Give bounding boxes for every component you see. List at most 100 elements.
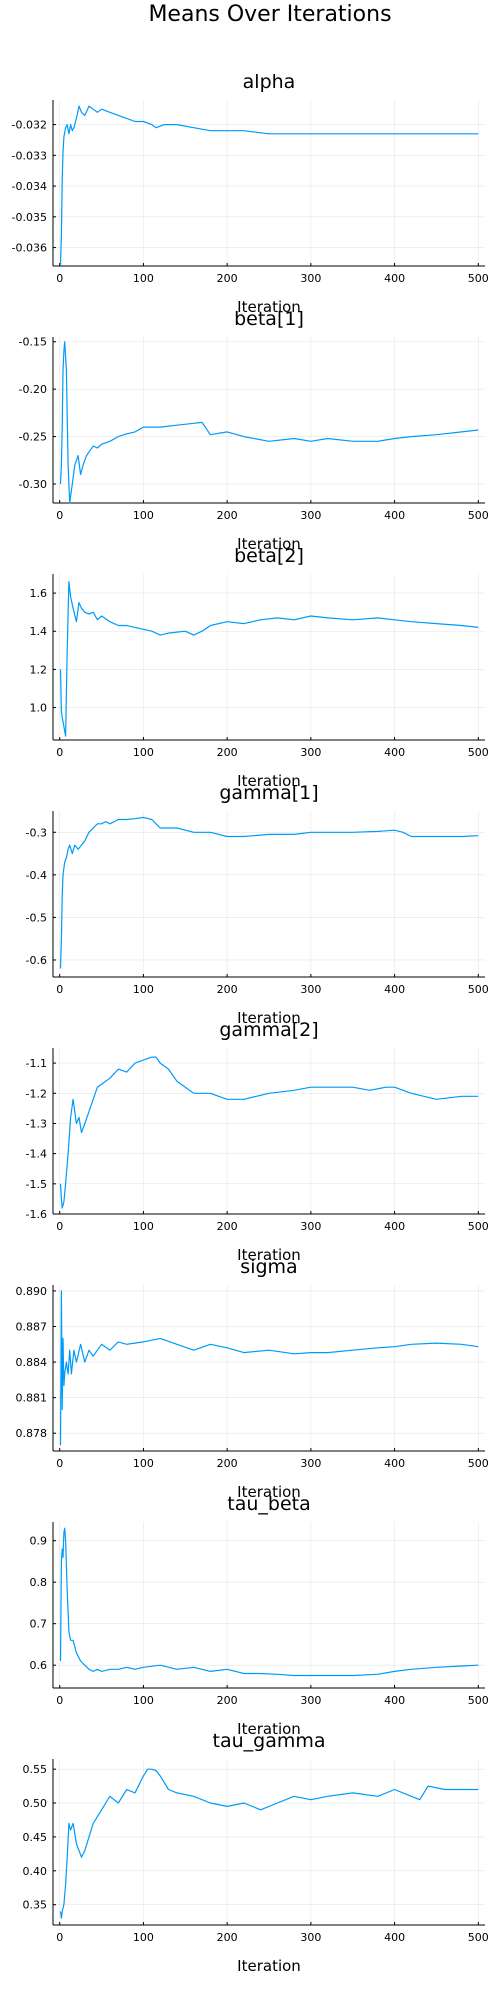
- y-tick-label: -0.034: [12, 180, 47, 193]
- y-tick-label: 0.6: [30, 1659, 48, 1672]
- y-tick-label: 0.55: [23, 1763, 48, 1776]
- x-axis-label: Iteration: [237, 1246, 301, 1264]
- y-tick-label: -1.3: [26, 1117, 47, 1130]
- y-tick-label: -0.036: [12, 242, 47, 255]
- y-tick-label: -0.032: [12, 119, 47, 132]
- y-tick-label: -0.033: [12, 149, 47, 162]
- x-tick-label: 300: [300, 1694, 321, 1707]
- x-tick-label: 300: [300, 272, 321, 285]
- x-tick-label: 200: [217, 746, 238, 759]
- x-tick-label: 200: [217, 1457, 238, 1470]
- series-line: [59, 1527, 479, 1677]
- chart-panel: beta[1] 0 100 200 300 400 500 -0.30 -0.25 -0.20 -0…: [19, 308, 489, 553]
- chart-panel: gamma[1] 0 100 200 300 400 500 -0.6 -0.5 -0.4 -0.3…: [26, 782, 489, 1027]
- y-tick-label: 0.878: [16, 1427, 48, 1440]
- x-tick-label: 500: [468, 1457, 489, 1470]
- x-tick-label: 100: [133, 1457, 154, 1470]
- y-tick-label: -0.6: [26, 954, 47, 967]
- y-tick-label: 0.884: [16, 1356, 48, 1369]
- x-tick-label: 500: [468, 983, 489, 996]
- x-tick-label: 300: [300, 1220, 321, 1233]
- x-tick-label: 0: [56, 509, 63, 522]
- y-tick-label: -0.4: [26, 869, 47, 882]
- x-tick-label: 500: [468, 272, 489, 285]
- y-tick-label: 0.887: [16, 1321, 48, 1334]
- y-tick-label: -0.5: [26, 911, 47, 924]
- x-tick-label: 400: [384, 1220, 405, 1233]
- x-axis-label: Iteration: [237, 772, 301, 790]
- x-tick-label: 0: [56, 1694, 63, 1707]
- y-tick-label: 0.35: [23, 1899, 48, 1912]
- x-axis-label: Iteration: [237, 1483, 301, 1501]
- y-tick-label: 0.890: [16, 1285, 48, 1298]
- y-tick-label: 0.9: [30, 1535, 48, 1548]
- x-tick-label: 0: [56, 1220, 63, 1233]
- x-tick-label: 300: [300, 1931, 321, 1944]
- x-tick-label: 500: [468, 1694, 489, 1707]
- x-tick-label: 200: [217, 983, 238, 996]
- x-axis-label: Iteration: [237, 535, 301, 553]
- x-tick-label: 400: [384, 509, 405, 522]
- x-tick-label: 500: [468, 1931, 489, 1944]
- series-line: [59, 1056, 479, 1209]
- x-tick-label: 200: [217, 1694, 238, 1707]
- panel-title: tau_beta: [227, 1493, 310, 1515]
- y-tick-label: -0.25: [19, 431, 47, 444]
- y-tick-label: 1.4: [30, 625, 48, 638]
- x-tick-label: 100: [133, 272, 154, 285]
- chart-panel: sigma 0 100 200 300 400 500 0.878 0.881 0.884 0.88…: [16, 1256, 489, 1501]
- series-line: [59, 1290, 479, 1446]
- y-tick-label: -1.1: [26, 1057, 47, 1070]
- chart-panel: alpha 0 100 200 300 400 500 -0.036 -0.035 -0.034 -…: [12, 71, 489, 316]
- panel-title: tau_gamma: [213, 1730, 326, 1752]
- y-tick-label: -1.4: [26, 1148, 47, 1161]
- x-tick-label: 300: [300, 509, 321, 522]
- x-tick-label: 100: [133, 746, 154, 759]
- y-tick-label: -0.3: [26, 826, 47, 839]
- x-axis-label: Iteration: [237, 298, 301, 316]
- x-tick-label: 500: [468, 746, 489, 759]
- x-tick-label: 100: [133, 509, 154, 522]
- y-tick-label: -0.30: [19, 478, 47, 491]
- x-tick-label: 200: [217, 272, 238, 285]
- series-line: [59, 341, 479, 504]
- x-tick-label: 200: [217, 1931, 238, 1944]
- y-tick-label: -0.035: [12, 211, 47, 224]
- y-tick-label: 0.881: [16, 1392, 48, 1405]
- x-tick-label: 100: [133, 1931, 154, 1944]
- y-tick-label: 0.45: [23, 1831, 48, 1844]
- x-tick-label: 200: [217, 509, 238, 522]
- x-axis-label: Iteration: [237, 1009, 301, 1027]
- x-tick-label: 100: [133, 983, 154, 996]
- x-tick-label: 300: [300, 983, 321, 996]
- x-tick-label: 0: [56, 1457, 63, 1470]
- x-tick-label: 400: [384, 983, 405, 996]
- x-axis-label: Iteration: [237, 1957, 301, 1975]
- chart-panels: alpha 0 100 200 300 400 500 -0.036 -0.035 -0.034 -…: [12, 71, 489, 1975]
- x-tick-label: 400: [384, 746, 405, 759]
- x-tick-label: 0: [56, 746, 63, 759]
- panel-title: gamma[2]: [219, 1019, 318, 1041]
- y-tick-label: -0.20: [19, 383, 47, 396]
- y-tick-label: 1.6: [30, 587, 48, 600]
- series-line: [59, 580, 479, 737]
- x-tick-label: 400: [384, 1457, 405, 1470]
- chart-panel: tau_gamma 0 100 200 300 400 500 0.35 0.40 0.45 0.5…: [23, 1730, 489, 1975]
- panel-title: alpha: [243, 71, 296, 93]
- panel-title: beta[2]: [234, 545, 304, 567]
- x-tick-label: 0: [56, 272, 63, 285]
- y-tick-label: 1.2: [30, 663, 48, 676]
- x-tick-label: 400: [384, 1694, 405, 1707]
- x-tick-label: 300: [300, 746, 321, 759]
- y-tick-label: -1.6: [26, 1208, 47, 1221]
- series-line: [59, 1768, 479, 1919]
- x-tick-label: 400: [384, 272, 405, 285]
- series-line: [59, 816, 479, 969]
- x-tick-label: 300: [300, 1457, 321, 1470]
- x-tick-label: 400: [384, 1931, 405, 1944]
- y-tick-label: 0.40: [23, 1865, 48, 1878]
- figure-title: Means Over Iterations: [148, 2, 391, 27]
- x-tick-label: 100: [133, 1220, 154, 1233]
- x-axis-label: Iteration: [237, 1720, 301, 1738]
